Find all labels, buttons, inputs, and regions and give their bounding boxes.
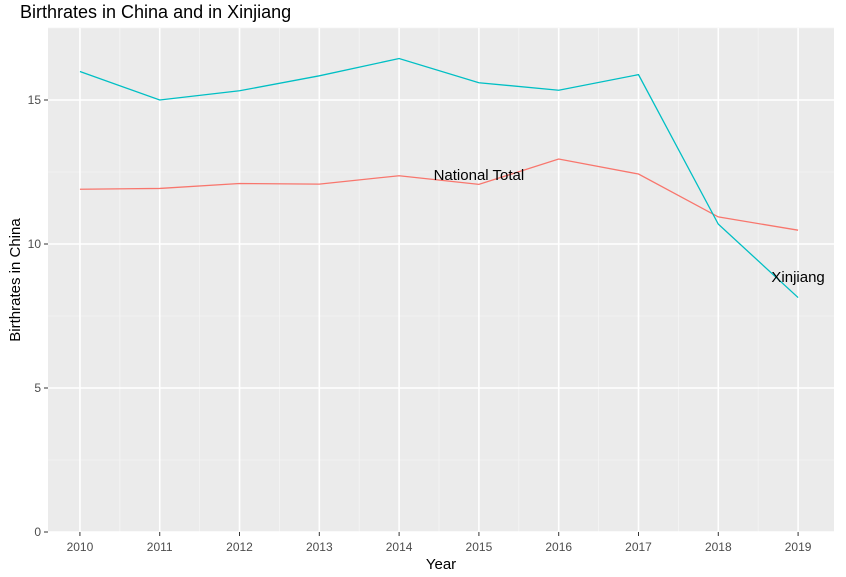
series-label-xinjiang: Xinjiang	[771, 269, 824, 286]
series-label-national-total: National Total	[434, 167, 525, 184]
plot-panel	[48, 28, 834, 532]
x-axis: 2010 2011 2012 2013 2014 2015 2016 2017 2018 2019	[67, 532, 812, 554]
x-tick-label: 2018	[705, 540, 732, 554]
y-axis-title: Birthrates in China	[7, 218, 24, 342]
x-tick-label: 2016	[545, 540, 572, 554]
y-tick-label: 10	[28, 237, 42, 251]
x-tick-label: 2017	[625, 540, 652, 554]
x-tick-label: 2010	[67, 540, 94, 554]
series-line-national-total	[79, 158, 799, 231]
minor-grid	[48, 27, 834, 532]
y-tick-label: 0	[34, 525, 41, 539]
chart-title: Birthrates in China and in Xinjiang	[20, 2, 292, 22]
x-tick-label: 2011	[147, 540, 173, 554]
series-layer	[79, 57, 799, 299]
x-tick-label: 2014	[386, 540, 413, 554]
y-tick-label: 15	[28, 93, 42, 107]
y-axis: 0 5 10 15	[28, 93, 48, 539]
series-line-xinjiang	[79, 57, 799, 299]
x-tick-label: 2015	[466, 540, 493, 554]
y-tick-label: 5	[34, 381, 41, 395]
x-tick-label: 2012	[226, 540, 253, 554]
major-grid	[48, 28, 834, 533]
x-tick-label: 2013	[306, 540, 333, 554]
annotation-layer: National Total Xinjiang	[434, 167, 825, 286]
x-axis-title: Year	[426, 556, 456, 573]
x-tick-label: 2019	[785, 540, 812, 554]
